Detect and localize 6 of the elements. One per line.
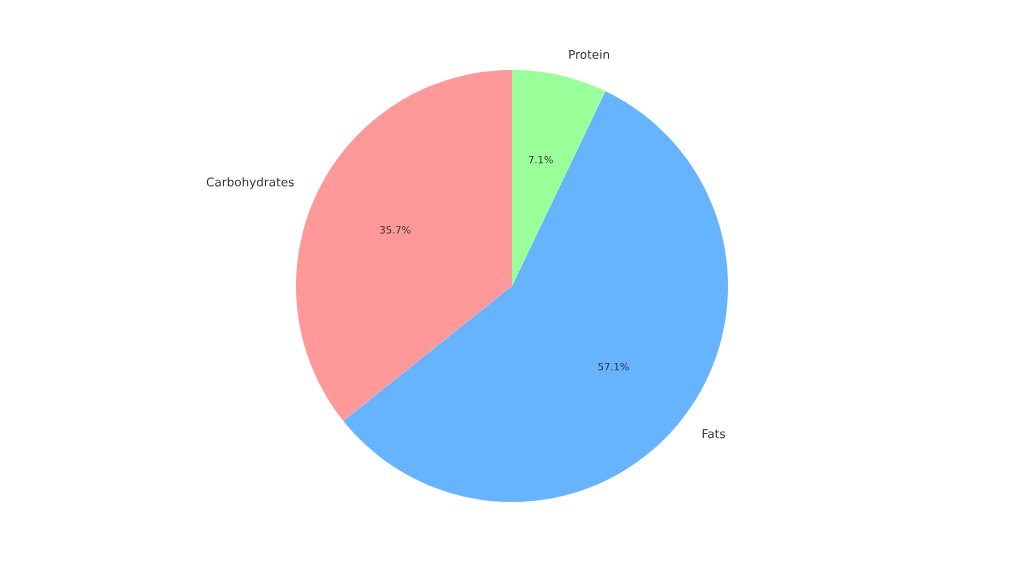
data-label: 35.7%	[380, 226, 411, 234]
data-label: 7.1%	[528, 155, 553, 164]
slice-label: Protein	[569, 49, 610, 59]
data-label: 57.1%	[598, 362, 629, 371]
slice-label: Fats	[702, 429, 725, 439]
slice-label: Carbohydrates	[206, 177, 294, 189]
